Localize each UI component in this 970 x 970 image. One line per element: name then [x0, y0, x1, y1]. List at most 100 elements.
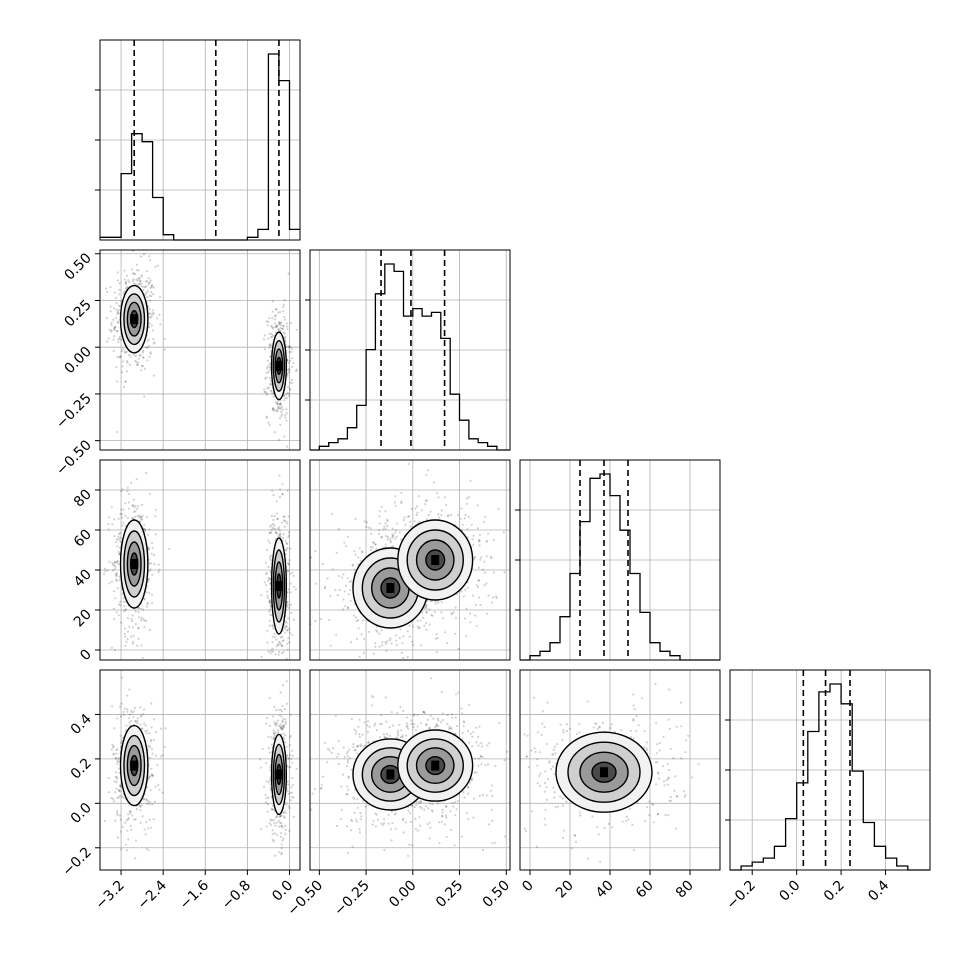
scatter-point	[153, 341, 156, 344]
scatter-point	[434, 600, 437, 603]
scatter-point	[150, 747, 153, 751]
scatter-point	[281, 493, 284, 496]
scatter-point	[645, 741, 649, 744]
scatter-point	[115, 330, 119, 333]
scatter-point	[530, 810, 534, 813]
scatter-point	[265, 572, 268, 575]
scatter-point	[135, 361, 138, 364]
scatter-point	[553, 796, 556, 799]
scatter-point	[480, 763, 483, 766]
scatter-point	[346, 606, 350, 609]
scatter-point	[369, 532, 373, 535]
scatter-point	[401, 642, 404, 645]
scatter-point	[439, 721, 442, 724]
scatter-point	[149, 789, 152, 792]
scatter-point	[112, 607, 115, 610]
scatter-point	[157, 784, 160, 787]
scatter-point	[460, 835, 463, 838]
scatter-point	[126, 617, 130, 620]
scatter-point	[275, 722, 278, 725]
scatter-point	[352, 796, 355, 799]
scatter-point	[135, 808, 138, 811]
scatter-point	[285, 548, 288, 551]
scatter-point	[383, 525, 386, 528]
scatter-point	[284, 416, 287, 419]
scatter-point	[465, 607, 468, 610]
scatter-point	[272, 395, 275, 398]
scatter-point	[114, 565, 117, 568]
scatter-point	[685, 739, 688, 742]
scatter-point	[121, 488, 124, 491]
scatter-point	[346, 607, 349, 610]
scatter-point	[444, 805, 448, 808]
scatter-point	[424, 712, 427, 715]
scatter-point	[113, 326, 116, 330]
scatter-point	[145, 605, 148, 608]
scatter-point	[265, 825, 268, 828]
scatter-point	[284, 720, 288, 723]
scatter-point	[275, 409, 279, 412]
scatter-point	[134, 359, 137, 363]
scatter-point	[140, 616, 143, 619]
scatter-point	[402, 831, 405, 834]
scatter-point	[469, 621, 472, 624]
scatter-point	[136, 719, 139, 723]
scatter-point	[273, 632, 276, 635]
scatter-point	[328, 749, 331, 752]
scatter-point	[277, 643, 280, 646]
scatter-point	[422, 711, 425, 714]
scatter-point	[125, 370, 129, 373]
scatter-point	[330, 751, 333, 754]
scatter-point	[411, 804, 414, 808]
scatter-point	[148, 775, 151, 778]
scatter-point	[440, 815, 444, 818]
scatter-point	[140, 804, 143, 807]
scatter-point	[269, 355, 272, 358]
scatter-point	[430, 613, 433, 617]
scatter-point	[117, 538, 120, 541]
scatter-point	[115, 776, 118, 779]
scatter-point	[533, 747, 536, 750]
scatter-point	[113, 618, 116, 621]
scatter-point	[115, 748, 118, 752]
scatter-point	[122, 597, 125, 600]
scatter-point	[648, 800, 651, 803]
scatter-point	[381, 640, 384, 644]
scatter-point	[276, 402, 279, 405]
scatter-point	[422, 710, 425, 713]
scatter-point	[491, 794, 494, 798]
scatter-point	[148, 562, 151, 565]
scatter-point	[134, 818, 137, 821]
scatter-point	[118, 288, 121, 291]
scatter-point	[565, 723, 568, 726]
scatter-point	[279, 725, 282, 729]
scatter-point	[454, 616, 458, 619]
scatter-point	[110, 329, 113, 332]
scatter-point	[268, 624, 271, 627]
scatter-point	[288, 606, 291, 610]
scatter-point	[109, 305, 112, 308]
scatter-point	[546, 777, 550, 781]
scatter-point	[286, 522, 289, 525]
scatter-point	[267, 320, 270, 323]
scatter-point	[141, 355, 144, 359]
scatter-point	[279, 532, 282, 536]
scatter-point	[475, 771, 478, 774]
scatter-point	[401, 736, 404, 739]
scatter-point	[425, 621, 428, 625]
scatter-point	[362, 619, 365, 622]
scatter-point	[114, 756, 117, 760]
scatter-point	[148, 569, 151, 573]
scatter-point	[273, 720, 276, 723]
scatter-point	[117, 338, 120, 341]
scatter-point	[282, 717, 285, 720]
scatter-point	[435, 722, 438, 725]
scatter-point	[492, 571, 495, 574]
scatter-point	[360, 550, 363, 553]
scatter-point	[265, 717, 269, 720]
scatter-point	[137, 357, 141, 360]
scatter-point	[267, 576, 270, 580]
scatter-point	[441, 712, 444, 715]
scatter-point	[151, 774, 154, 777]
scatter-point	[150, 286, 153, 289]
